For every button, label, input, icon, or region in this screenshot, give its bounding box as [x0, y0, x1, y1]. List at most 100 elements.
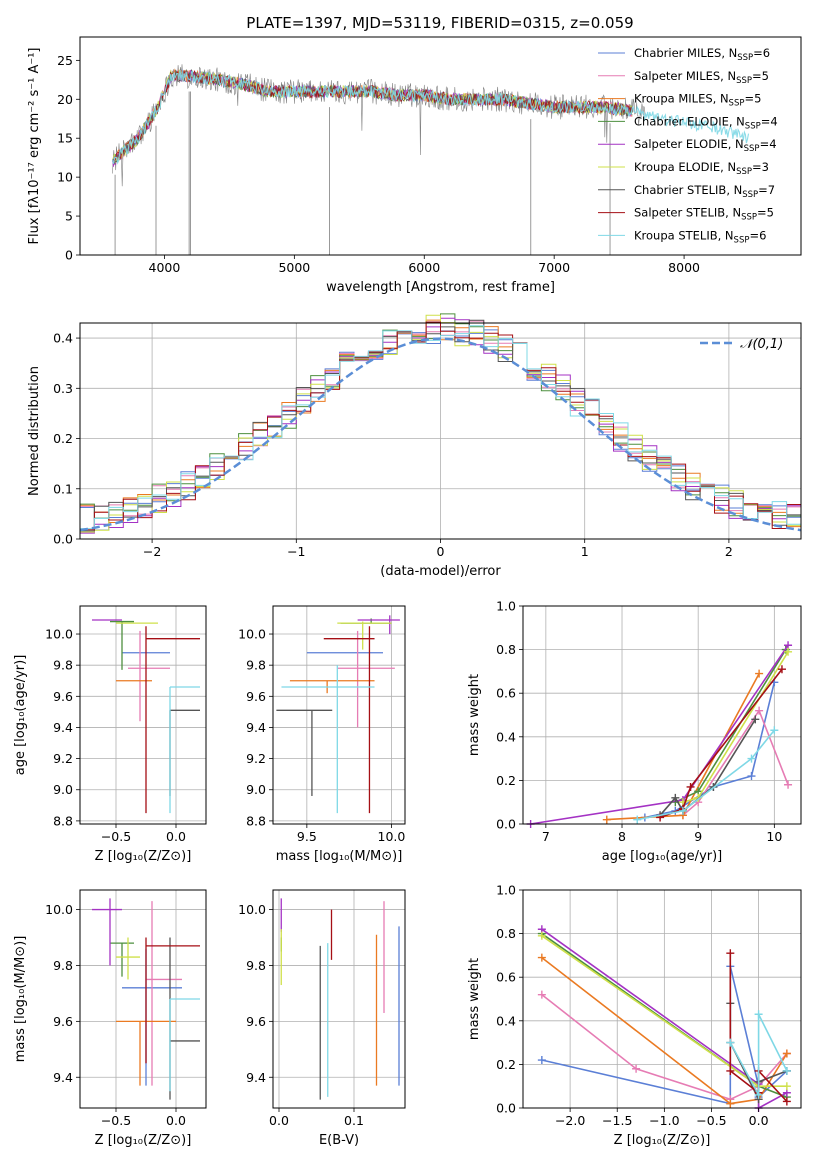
age_vs_Z-ytick-label: 9.0 [53, 782, 73, 797]
weight-line [682, 651, 789, 803]
weight_vs_age-xtick-label: 10 [766, 829, 782, 844]
legend-label: Chabrier MILES, N [634, 46, 737, 60]
weight_vs_Z-xtick-label: 0.0 [749, 1113, 769, 1128]
age_vs_mass-xlabel: mass [log₁₀(M/M⊙)] [276, 849, 403, 864]
mass_vs_Z-ytick-label: 9.4 [53, 1070, 73, 1085]
legend-sub: SSP [734, 235, 750, 245]
residuals-xlabel: (data-model)/error [380, 564, 501, 579]
age_vs_mass-grid [273, 606, 405, 824]
weight_vs_age-ylabel: mass weight [467, 674, 482, 756]
mass_vs_ebv-frame [272, 889, 406, 1109]
age_vs_mass-ytick-label: 9.4 [246, 720, 266, 735]
weight-point [770, 726, 779, 735]
age_vs_Z-xtick-label: 0.0 [166, 829, 186, 844]
mass_vs_Z-ytick-label: 9.8 [53, 958, 73, 973]
weight_vs_age-ytick-label: 0.2 [496, 773, 516, 788]
age_vs_mass-ytick-label: 9.2 [246, 751, 266, 766]
residuals-ylabel: Normed distribution [27, 366, 42, 496]
mass_vs_Z-axes: −0.5 0.0 9.4 9.6 9.8 10.0 Z [log₁₀(Z/Z⊙)] mass … [13, 889, 207, 1148]
spectrum-xtick-label: 7000 [538, 260, 570, 275]
weight-point [633, 815, 642, 824]
weight_vs_age-xtick-label: 8 [618, 829, 626, 844]
legend-label: Chabrier STELIB, N [634, 183, 742, 197]
age_vs_Z-xlabel: Z [log₁₀(Z/Z⊙)] [95, 849, 192, 864]
legend-sub: SSP [742, 190, 758, 200]
spectrum-ytick-label: 20 [57, 92, 73, 107]
weight-point [678, 806, 687, 815]
spectrum-xtick-label: 5000 [278, 260, 310, 275]
residuals-frame [79, 322, 802, 540]
weight_vs_Z-xtick-label: −1.0 [649, 1113, 679, 1128]
age_vs_Z-ytick-label: 9.4 [53, 720, 73, 735]
weight_vs_age-ytick-label: 0.0 [496, 817, 516, 832]
spectrum-ytick-label: 10 [57, 170, 73, 185]
residual-histogram [80, 321, 801, 531]
age_vs_mass-axes: 9.5 10.0 8.8 9.0 9.2 9.4 9.6 9.8 10.0 mass [log₁₀… [238, 605, 406, 864]
age_vs_Z-panel: −0.5 0.0 8.8 9.0 9.2 9.4 9.6 9.8 10.0 Z [log₁₀(Z/… [13, 605, 207, 864]
weight_vs_Z-ytick-label: 0.8 [496, 926, 516, 941]
weight_vs_Z-frame [522, 889, 802, 1109]
weight-line [729, 1013, 788, 1096]
age_vs_Z-marks [92, 619, 200, 814]
weight_vs_age-ytick-label: 0.8 [496, 642, 516, 657]
legend-label: Salpeter ELODIE, N [634, 137, 744, 151]
weight_vs_Z-ytick-label: 0.4 [496, 1013, 516, 1028]
weight_vs_Z-axes: −2.0 −1.5 −1.0 −0.5 0.0 0.0 0.2 0.4 0.6 0.8 1.0 Z [… [467, 883, 802, 1148]
legend-sub: SSP [744, 144, 760, 154]
legend-entry: Kroupa ELODIE, NSSP=3 [634, 160, 769, 177]
spectrum-xtick-label: 8000 [668, 260, 700, 275]
legend-label: Chabrier ELODIE, N [634, 114, 745, 128]
spectrum-ylabel: Flux [fλ10⁻¹⁷ erg cm⁻² s⁻¹ A⁻¹] [27, 48, 42, 245]
weight_vs_Z-xtick-label: −2.0 [555, 1113, 585, 1128]
residuals-ytick-label: 0.2 [53, 431, 73, 446]
legend-suffix: =5 [757, 206, 774, 220]
weight_vs_Z-ytick-label: 1.0 [496, 883, 516, 898]
residuals-panel: 𝒩(0,1) −2 −1 0 1 2 0.0 0.1 0.2 0.3 0.4 (data-model)… [27, 313, 802, 579]
mass_vs_Z-ylabel: mass [log₁₀(M/M⊙)] [13, 936, 28, 1063]
mass_vs_ebv-marks [280, 898, 400, 1100]
legend-entry: Chabrier MILES, NSSP=6 [634, 46, 770, 63]
legend-suffix: =5 [744, 92, 761, 106]
residuals-ytick-label: 0.0 [53, 532, 73, 547]
weight-point [755, 669, 764, 678]
spectrum-model-line [112, 69, 633, 162]
residual-histogram [80, 325, 801, 530]
age_vs_mass-panel: 9.5 10.0 8.8 9.0 9.2 9.4 9.6 9.8 10.0 mass [log₁₀… [238, 605, 406, 864]
spectrum-axes: 4000 5000 6000 7000 8000 0 5 10 15 20 25 wavelength… [27, 36, 802, 295]
weight_vs_age-xlabel: age [log₁₀(age/yr)] [602, 849, 723, 864]
weight_vs_age-ytick-label: 0.4 [496, 729, 516, 744]
residuals-xtick-label: −2 [143, 544, 161, 559]
weight_vs_age-grid [523, 605, 801, 825]
legend-sub: SSP [736, 167, 752, 177]
weight_vs_Z-ytick-label: 0.6 [496, 970, 516, 985]
legend-sub: SSP [741, 213, 757, 223]
age_vs_Z-ytick-label: 10.0 [45, 627, 73, 642]
legend-label: Salpeter MILES, N [634, 69, 736, 83]
weight-point [782, 1066, 791, 1075]
age_vs_Z-xtick-label: −0.5 [101, 829, 131, 844]
weight-line [530, 644, 789, 825]
weight-point [784, 780, 793, 789]
weight_vs_Z-marks [537, 925, 791, 1112]
mass_vs_ebv-ytick-label: 9.8 [246, 958, 266, 973]
residuals-ytick-label: 0.3 [53, 381, 73, 396]
age_vs_mass-marks [276, 615, 400, 814]
mass_vs_Z-ytick-label: 10.0 [45, 902, 73, 917]
mass_vs_Z-xtick-label: 0.0 [166, 1113, 186, 1128]
mass_vs_ebv-ytick-label: 9.4 [246, 1070, 266, 1085]
weight-point [686, 782, 695, 791]
legend-suffix: =5 [752, 69, 769, 83]
weight-point [754, 1010, 763, 1019]
legend-entry: Kroupa STELIB, NSSP=6 [634, 228, 766, 245]
mass_vs_Z-panel: −0.5 0.0 9.4 9.6 9.8 10.0 Z [log₁₀(Z/Z⊙)] mass … [13, 889, 207, 1148]
mass_vs_ebv-ytick-label: 10.0 [238, 902, 266, 917]
weight_vs_Z-ytick-label: 0.0 [496, 1101, 516, 1116]
weight_vs_age-xtick-label: 9 [694, 829, 702, 844]
legend-label: Kroupa MILES, N [634, 92, 729, 106]
spectrum-model-line [111, 69, 750, 165]
legend-suffix: =4 [760, 137, 777, 151]
weight_vs_age-axes: 7 8 9 10 0.0 0.2 0.4 0.6 0.8 1.0 age [log₁₀(age/yr… [467, 599, 802, 864]
weight_vs_age-panel: 7 8 9 10 0.0 0.2 0.4 0.6 0.8 1.0 age [log₁₀(age/yr… [467, 599, 802, 864]
spectrum-data-line [112, 64, 646, 187]
weight-point [782, 1097, 791, 1106]
